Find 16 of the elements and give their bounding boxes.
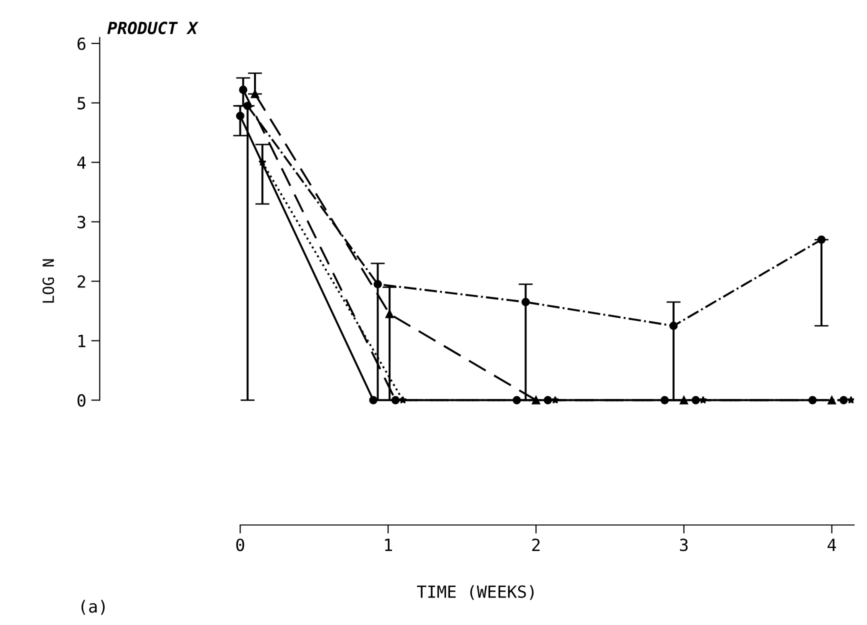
x-axis-title: TIME (WEEKS) xyxy=(417,585,534,600)
x-tick-label: 3 xyxy=(680,538,688,552)
x-tick-label: 4 xyxy=(828,538,836,551)
x-tick-label: 2 xyxy=(532,538,540,551)
x-tick-label: 0 xyxy=(236,538,244,552)
y-axis-title: LOG N xyxy=(42,259,54,303)
y-tick-label: 3 xyxy=(78,216,86,228)
y-tick-label: 0 xyxy=(78,394,86,407)
chart-title: PRODUCT X xyxy=(107,22,198,34)
y-tick-label: 4 xyxy=(77,156,86,169)
x-tick-label: 1 xyxy=(385,538,392,551)
y-tick-label: 6 xyxy=(78,37,86,50)
y-tick-label: 1 xyxy=(78,334,86,348)
y-tick-label: 5 xyxy=(78,97,86,110)
text: (a) xyxy=(81,600,105,615)
y-tick-label: 2 xyxy=(78,275,86,288)
